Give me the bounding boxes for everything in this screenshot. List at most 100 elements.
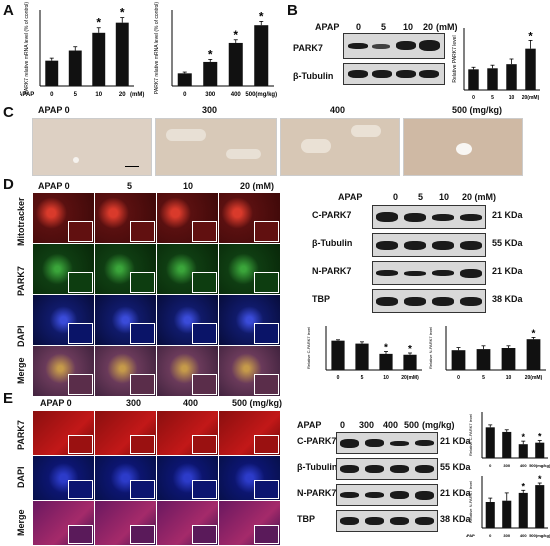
d-image-r2-c3: [218, 294, 281, 346]
chartD2-bar-3: [526, 339, 541, 370]
c-tissue-300: [155, 118, 277, 176]
chartA1-xtick-2: 10: [95, 92, 102, 98]
chart-a2: 0 * 300 * 400 * 500(mg/kg) PARK7 relative mRNA …: [154, 2, 277, 98]
chart-b: 0 5 10 * 20(mM) Relative PARK7 level: [452, 28, 540, 101]
panel-label-b: B: [287, 2, 298, 19]
d-image-r3-c3-inset: [253, 374, 279, 395]
d-image-r0-c3: [218, 192, 281, 244]
blot-e-row-kda-3: 38 KDa: [440, 514, 471, 524]
chartA2-sig-1: *: [208, 47, 213, 61]
e-image-r0-c1-inset: [129, 435, 155, 454]
c-tissue-500: [403, 118, 523, 176]
chartB-xtick-2: 10: [509, 95, 515, 101]
chartA2-bar-2: [228, 42, 243, 86]
chartB-xtick-1: 5: [491, 95, 494, 101]
blot-e-unit: (mg/kg): [422, 420, 455, 430]
e-image-r0-c3: [218, 410, 281, 456]
chartE1-ylabel: Relative C-PARK7 level: [468, 414, 473, 456]
chart-e1: 0 300 * 400 * 500(mg/kg) Relative C-PARK7 leve…: [468, 412, 550, 468]
chartA2-bar-3: [254, 25, 269, 86]
e-image-r0-c0: [32, 410, 95, 456]
e-image-r2-c3-inset: [253, 525, 279, 544]
blot-e-strip-3: [336, 510, 438, 532]
blot-b-park7-strip: [343, 33, 445, 59]
blot-e-strip-0: [336, 432, 438, 454]
chartE2-bar-0: [485, 502, 495, 528]
c-tissue-0: [32, 118, 152, 176]
blot-e-row-kda-0: 21 KDa: [440, 436, 471, 446]
d-image-r0-c0: [32, 192, 95, 244]
blot-e-row-label-1: β-Tubulin: [297, 462, 338, 472]
blot-d-row-label-2: N-PARK7: [312, 266, 352, 276]
e-image-r0-c3-inset: [253, 435, 279, 454]
chartE1-sig-2: *: [521, 432, 525, 442]
d-image-r1-c0-inset: [67, 272, 93, 293]
d-image-r2-c3-inset: [253, 323, 279, 344]
chartA1-unit: (mM): [130, 92, 144, 98]
chartB-bar-2: [506, 64, 517, 90]
blot-b-unit: (mM): [436, 22, 458, 32]
blot-d-apap: APAP: [338, 192, 363, 202]
chartD1-bar-1: [355, 343, 369, 370]
e-image-r0-c2-inset: [191, 435, 217, 454]
d-image-r3-c0: [32, 345, 95, 397]
panel-label-d: D: [3, 176, 14, 193]
e-image-r2-c3: [218, 500, 281, 546]
d-image-r2-c1: [94, 294, 157, 346]
chartD1-bar-3: [403, 354, 417, 370]
blot-d-row-kda-1: 55 KDa: [492, 238, 523, 248]
chartE1-xtick-3: 500(mg/kg): [529, 463, 550, 468]
chartA1-sig-2: *: [96, 16, 101, 30]
blot-e-dose-400: 400: [383, 420, 399, 430]
chartD2-sig-3: *: [532, 328, 536, 339]
d-image-r2-c2-inset: [191, 323, 217, 344]
d-image-r2-c0: [32, 294, 95, 346]
chartE2-apap: APAP: [466, 533, 475, 538]
chartA1-bar-0: [45, 60, 59, 86]
chartD1-sig-2: *: [384, 343, 388, 354]
chartE1-bar-3: [535, 442, 545, 458]
blot-d-row-kda-0: 21 KDa: [492, 210, 523, 220]
e-image-r1-c0: [32, 455, 95, 501]
blot-b-row-park7: PARK7: [293, 43, 323, 53]
d-image-r1-c3: [218, 243, 281, 295]
e-header-0: APAP 0: [40, 398, 72, 408]
blot-b-dose-0: 0: [356, 22, 362, 32]
e-image-r1-c3: [218, 455, 281, 501]
chartB-bar-3: [525, 48, 536, 90]
blot-d-row-kda-2: 21 KDa: [492, 266, 523, 276]
chartD2-xtick-3: 20(mM): [525, 375, 543, 381]
d-header-10: 10: [183, 181, 194, 191]
e-row-dapi: DAPI: [16, 466, 26, 488]
blot-d-strip-3: [372, 289, 486, 313]
d-row-merge: Merge: [16, 357, 26, 384]
blot-b-apap: APAP: [315, 22, 340, 32]
e-image-r2-c0-inset: [67, 525, 93, 544]
e-header-400: 400: [183, 398, 199, 408]
blot-e-row-kda-1: 55 KDa: [440, 462, 471, 472]
chartA2-xtick-2: 400: [231, 92, 242, 98]
e-image-r0-c2: [156, 410, 219, 456]
d-image-r2-c2: [156, 294, 219, 346]
d-image-r0-c3-inset: [253, 221, 279, 242]
blot-d-row-kda-3: 38 KDa: [492, 294, 523, 304]
d-header-0: APAP 0: [38, 181, 70, 191]
c-label-400: 400: [330, 105, 346, 115]
chartA2-xtick-0: 0: [183, 92, 187, 98]
chartA2-sig-2: *: [233, 28, 238, 42]
chartD1-bar-2: [379, 353, 393, 370]
e-image-r2-c1: [94, 500, 157, 546]
panel-label-c: C: [3, 104, 14, 121]
d-image-r2-c0-inset: [67, 323, 93, 344]
chartE1-xtick-1: 300: [503, 463, 510, 468]
d-image-r1-c2: [156, 243, 219, 295]
chartD2-bar-0: [451, 350, 466, 370]
blot-b-dose-5: 5: [381, 22, 387, 32]
e-image-r1-c0-inset: [67, 480, 93, 499]
chartD1-xtick-3: 20(mM): [401, 375, 419, 381]
e-image-r1-c2: [156, 455, 219, 501]
chartD2-xtick-1: 5: [482, 375, 485, 381]
chartA2-sig-3: *: [259, 9, 264, 23]
blot-e-dose-500: 500: [404, 420, 420, 430]
blot-e-row-label-3: TBP: [297, 514, 315, 524]
